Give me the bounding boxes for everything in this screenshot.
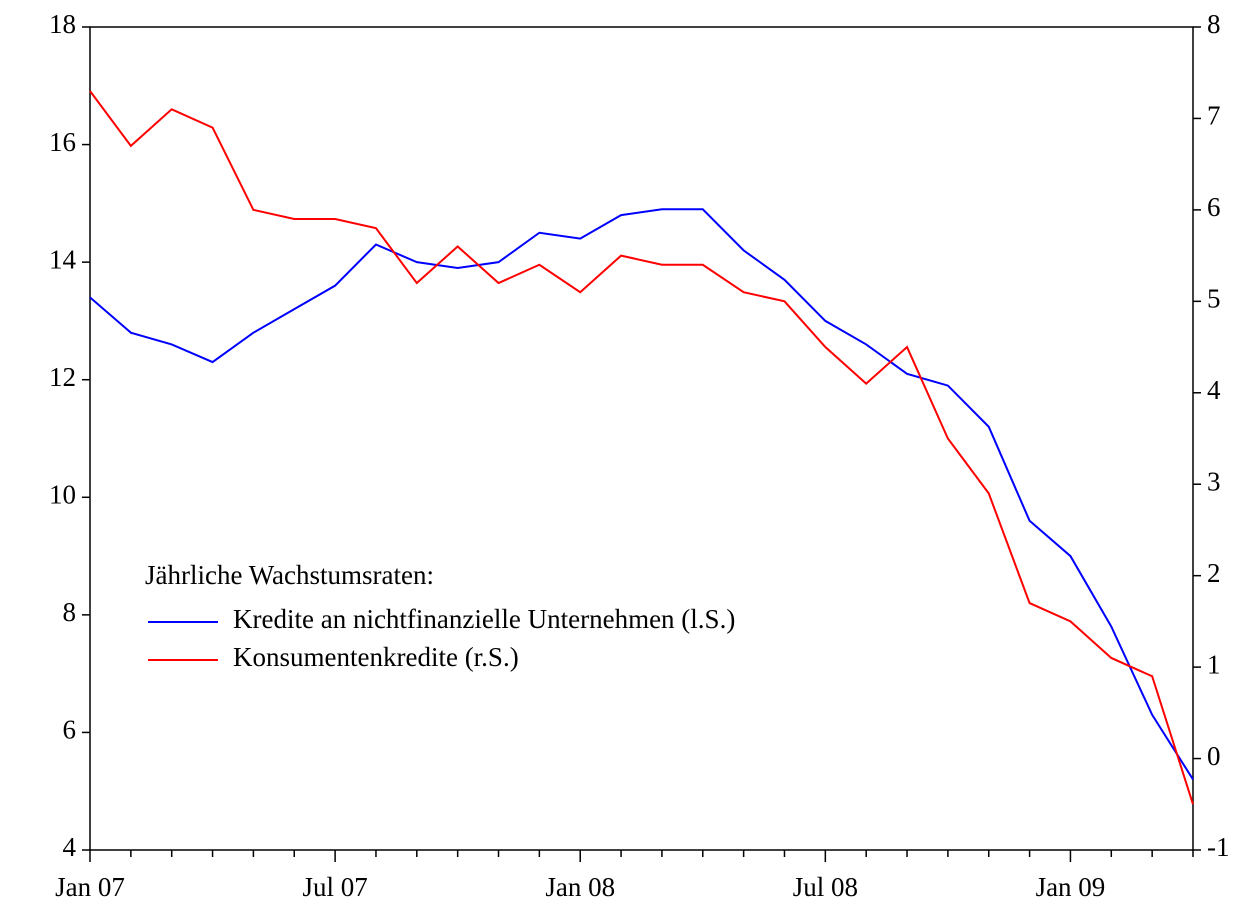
y-tick-label: 4	[63, 832, 77, 862]
y2-tick-label: 2	[1207, 558, 1221, 588]
x-tick-label: Jan 07	[55, 872, 125, 902]
x-tick-label: Jan 08	[545, 872, 615, 902]
y2-tick-label: 5	[1207, 284, 1221, 314]
y-tick-label: 14	[49, 244, 77, 274]
x-tick-label: Jan 09	[1036, 872, 1106, 902]
y2-tick-label: 3	[1207, 466, 1221, 496]
series-line	[89, 90, 1194, 805]
y-tick-label: 8	[63, 597, 77, 627]
legend-title: Jährliche Wachstumsraten:	[145, 560, 434, 590]
y2-tick-label: 0	[1207, 741, 1221, 771]
y2-tick-label: 7	[1207, 101, 1221, 131]
x-tick-label: Jul 07	[302, 872, 367, 902]
y2-tick-label: 6	[1207, 192, 1221, 222]
plot-frame	[89, 26, 1194, 851]
y-tick-label: 18	[49, 9, 76, 39]
y2-tick-label: -1	[1207, 832, 1230, 862]
y2-tick-label: 4	[1207, 375, 1221, 405]
y-tick-label: 16	[49, 127, 76, 157]
y2-tick-label: 8	[1207, 9, 1221, 39]
legend-label: Konsumentenkredite (r.S.)	[233, 642, 519, 672]
legend-label: Kredite an nichtfinanzielle Unternehmen …	[233, 604, 735, 634]
y-tick-label: 10	[49, 479, 76, 509]
series-line	[89, 208, 1194, 780]
y-tick-label: 12	[49, 362, 76, 392]
y2-tick-label: 1	[1207, 649, 1221, 679]
x-tick-label: Jul 08	[793, 872, 858, 902]
y-tick-label: 6	[63, 715, 77, 745]
